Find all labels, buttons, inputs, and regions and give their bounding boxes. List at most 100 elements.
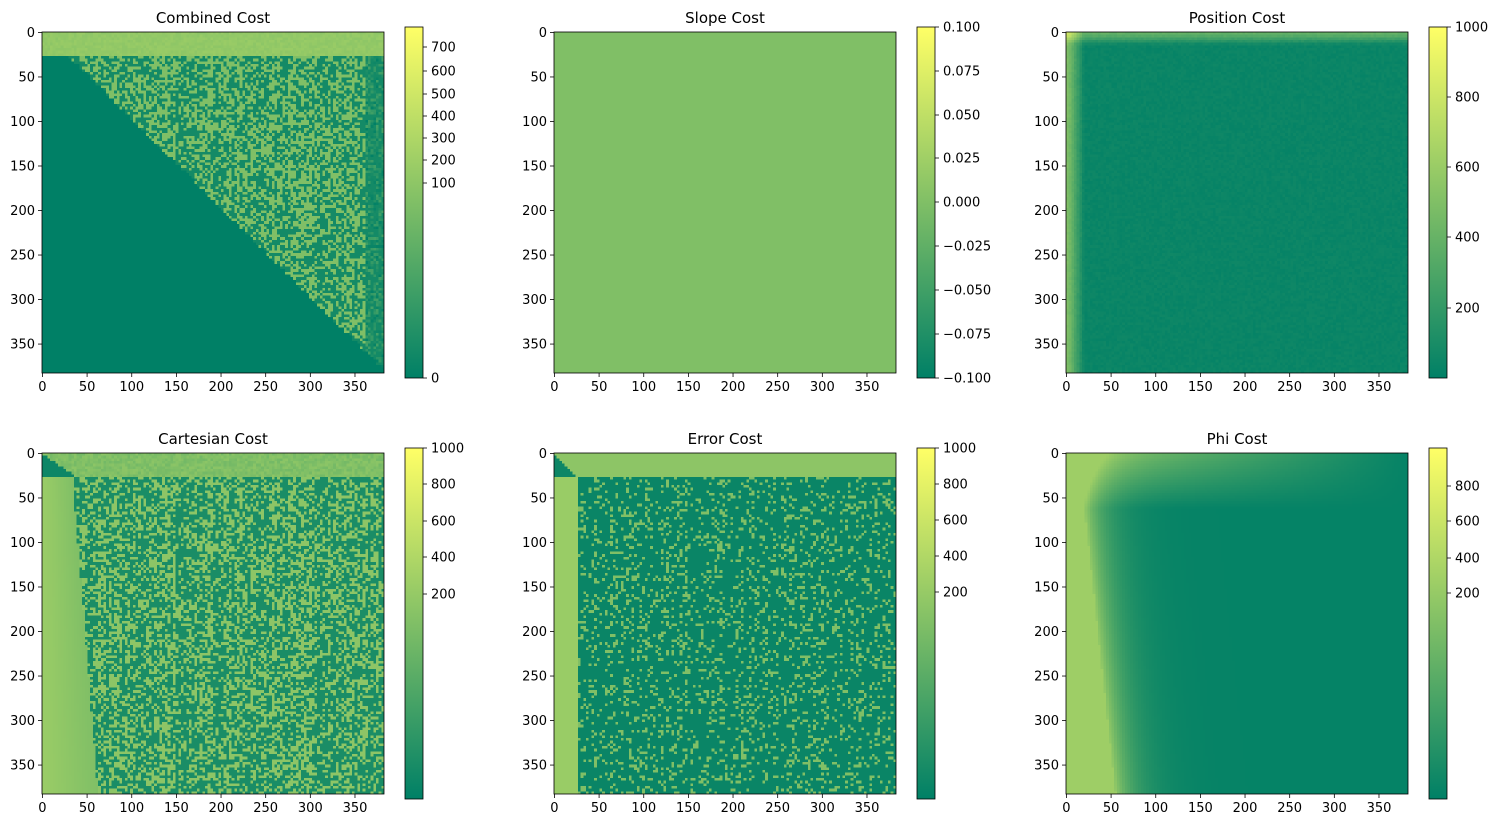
x-tick-label: 200 [1233, 380, 1258, 395]
x-tick-label: 50 [79, 380, 96, 395]
colorbar-tick-label: 800 [1455, 91, 1480, 106]
y-tick-label: 300 [522, 714, 547, 729]
y-tick-label: 100 [522, 536, 547, 551]
y-tick-label: 250 [10, 670, 35, 685]
x-tick-label: 0 [550, 801, 558, 816]
colorbar-tick-label: 1000 [431, 442, 464, 457]
y-tick-label: 0 [27, 26, 35, 41]
subplot-title: Position Cost [1189, 9, 1286, 27]
colorbar-tick-label: 200 [943, 586, 968, 601]
y-tick-label: 150 [522, 159, 547, 174]
y-tick-label: 250 [1034, 249, 1059, 264]
plot-frame [553, 452, 897, 795]
y-tick-label: 50 [530, 70, 547, 85]
y-tick-label: 50 [18, 70, 35, 85]
x-tick-label: 200 [209, 801, 234, 816]
x-tick-label: 350 [855, 801, 880, 816]
x-tick-label: 200 [1233, 801, 1258, 816]
y-tick-label: 350 [10, 759, 35, 774]
x-tick-label: 350 [1367, 380, 1392, 395]
plot-frame [553, 31, 897, 374]
y-tick-label: 100 [10, 536, 35, 551]
x-tick-label: 100 [119, 801, 144, 816]
y-tick-label: 350 [10, 338, 35, 353]
subplot-combined-cost: Combined Cost 0 50 100 150 200 250 300 350 0 50 100… [10, 9, 456, 395]
x-tick-label: 50 [79, 801, 96, 816]
colorbar-tick-label: 800 [1455, 480, 1480, 495]
subplot-title: Phi Cost [1207, 430, 1268, 448]
y-tick-label: 350 [1034, 338, 1059, 353]
subplot-cartesian-cost: Cartesian Cost 0 50 100 150 200 250 300 350 0 50 10… [10, 430, 464, 816]
x-tick-label: 50 [591, 801, 608, 816]
x-tick-label: 300 [810, 801, 835, 816]
x-tick-label: 350 [1367, 801, 1392, 816]
plot-frame [1065, 452, 1409, 795]
colorbar-tick-label: 400 [431, 551, 456, 566]
colorbar-tick-label: 0.025 [943, 152, 980, 167]
colorbar-tick-label: 100 [431, 177, 456, 192]
x-tick-label: 100 [631, 380, 656, 395]
colorbar-tick-label: 500 [431, 88, 456, 103]
y-tick-label: 200 [10, 625, 35, 640]
plot-frame [41, 452, 385, 795]
colorbar-tick-label: 300 [431, 132, 456, 147]
colorbar-tick-label: 400 [1455, 552, 1480, 567]
subplot-title: Error Cost [688, 430, 763, 448]
colorbar-tick-label: 200 [1455, 587, 1480, 602]
colorbar [1428, 26, 1448, 379]
x-tick-label: 150 [1188, 801, 1213, 816]
y-tick-label: 100 [1034, 115, 1059, 130]
x-tick-label: 300 [298, 380, 323, 395]
plot-frame [41, 31, 385, 374]
x-tick-label: 100 [119, 380, 144, 395]
colorbar [404, 26, 424, 379]
colorbar-tick-label: 0.000 [943, 196, 980, 211]
y-tick-label: 250 [1034, 670, 1059, 685]
colorbar-tick-label: 600 [431, 65, 456, 80]
x-tick-label: 250 [765, 801, 790, 816]
colorbar-tick-label: 400 [1455, 231, 1480, 246]
colorbar-tick-label: 200 [431, 154, 456, 169]
x-tick-label: 300 [1322, 801, 1347, 816]
y-tick-label: 250 [522, 249, 547, 264]
x-tick-label: 50 [1103, 380, 1120, 395]
y-tick-label: 50 [530, 491, 547, 506]
colorbar-tick-label: 1000 [943, 442, 976, 457]
x-tick-label: 250 [1277, 801, 1302, 816]
y-tick-label: 150 [1034, 159, 1059, 174]
colorbar [916, 26, 936, 379]
colorbar [404, 447, 424, 800]
y-tick-label: 300 [522, 293, 547, 308]
y-tick-label: 350 [522, 759, 547, 774]
x-tick-label: 300 [298, 801, 323, 816]
colorbar-tick-label: 600 [1455, 161, 1480, 176]
subplot-error-cost: Error Cost 0 50 100 150 200 250 300 350 0 50 100 150… [522, 430, 976, 816]
y-tick-label: 0 [1051, 26, 1059, 41]
heatmap-image [42, 32, 384, 373]
subplot-title: Cartesian Cost [158, 430, 268, 448]
x-tick-label: 250 [1277, 380, 1302, 395]
y-tick-label: 300 [10, 714, 35, 729]
heatmap-image [1066, 32, 1408, 373]
x-tick-label: 250 [253, 801, 278, 816]
colorbar-tick-label: 400 [431, 110, 456, 125]
y-tick-label: 300 [1034, 714, 1059, 729]
y-tick-label: 50 [1042, 70, 1059, 85]
heatmap-image [554, 453, 896, 794]
subplot-slope-cost: Slope Cost 0 50 100 150 200 250 300 350 0 50 100 150… [522, 9, 991, 395]
colorbar-tick-label: 200 [431, 588, 456, 603]
heatmap-image [554, 32, 896, 373]
colorbar-tick-label: 0.050 [943, 109, 980, 124]
x-tick-label: 350 [855, 380, 880, 395]
y-tick-label: 350 [1034, 759, 1059, 774]
colorbar-tick-label: 700 [431, 41, 456, 56]
colorbar-tick-label: −0.075 [943, 328, 991, 343]
subplot-title: Slope Cost [685, 9, 765, 27]
x-tick-label: 150 [164, 801, 189, 816]
y-tick-label: 300 [10, 293, 35, 308]
colorbar [916, 447, 936, 800]
x-tick-label: 0 [550, 380, 558, 395]
y-tick-label: 250 [10, 249, 35, 264]
x-tick-label: 150 [1188, 380, 1213, 395]
